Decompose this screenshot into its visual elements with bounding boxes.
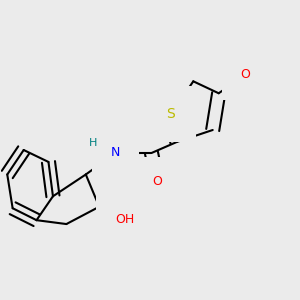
Text: OH: OH	[115, 213, 134, 226]
Text: S: S	[167, 107, 175, 121]
Text: O: O	[152, 176, 162, 188]
Text: N: N	[111, 146, 120, 160]
Text: H: H	[89, 137, 98, 148]
Text: O: O	[241, 68, 250, 81]
